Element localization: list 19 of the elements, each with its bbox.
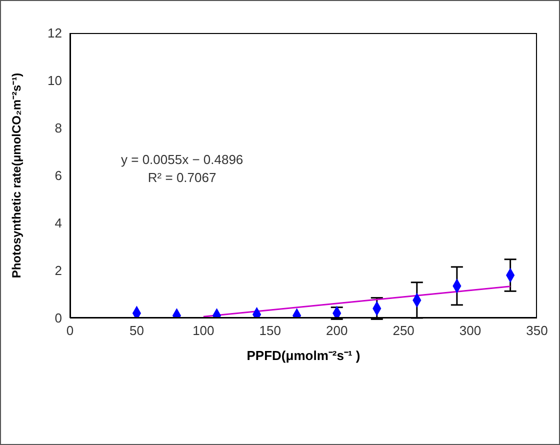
x-tick-label: 250 bbox=[392, 323, 414, 338]
y-tick-label: 12 bbox=[48, 26, 62, 41]
y-tick-label: 4 bbox=[54, 216, 62, 231]
y-tick-label: 0 bbox=[54, 310, 62, 326]
x-tick-label: 100 bbox=[192, 323, 214, 338]
y-tick-label: 8 bbox=[54, 120, 62, 136]
y-tick-label: 10 bbox=[48, 73, 62, 88]
y-tick-label: 2 bbox=[54, 263, 62, 278]
x-tick-label: 300 bbox=[459, 323, 482, 338]
annotation: y = 0.0055x − 0.4896 bbox=[121, 151, 244, 169]
y-tick-label: 6 bbox=[54, 168, 62, 184]
x-tick-label: 150 bbox=[259, 323, 281, 338]
x-tick-label: 0 bbox=[66, 323, 74, 338]
x-tick-label: 200 bbox=[326, 323, 348, 338]
y-axis-title: Photosynthetic rate(μmolCO₂m⁻²s⁻¹) bbox=[9, 72, 24, 278]
annotation: R² = 0.7067 bbox=[146, 169, 218, 187]
x-axis-title: PPFD(μmolm⁻²s⁻¹ ) bbox=[246, 348, 360, 363]
x-tick-label: 350 bbox=[526, 323, 548, 338]
x-tick-label: 50 bbox=[129, 323, 144, 338]
